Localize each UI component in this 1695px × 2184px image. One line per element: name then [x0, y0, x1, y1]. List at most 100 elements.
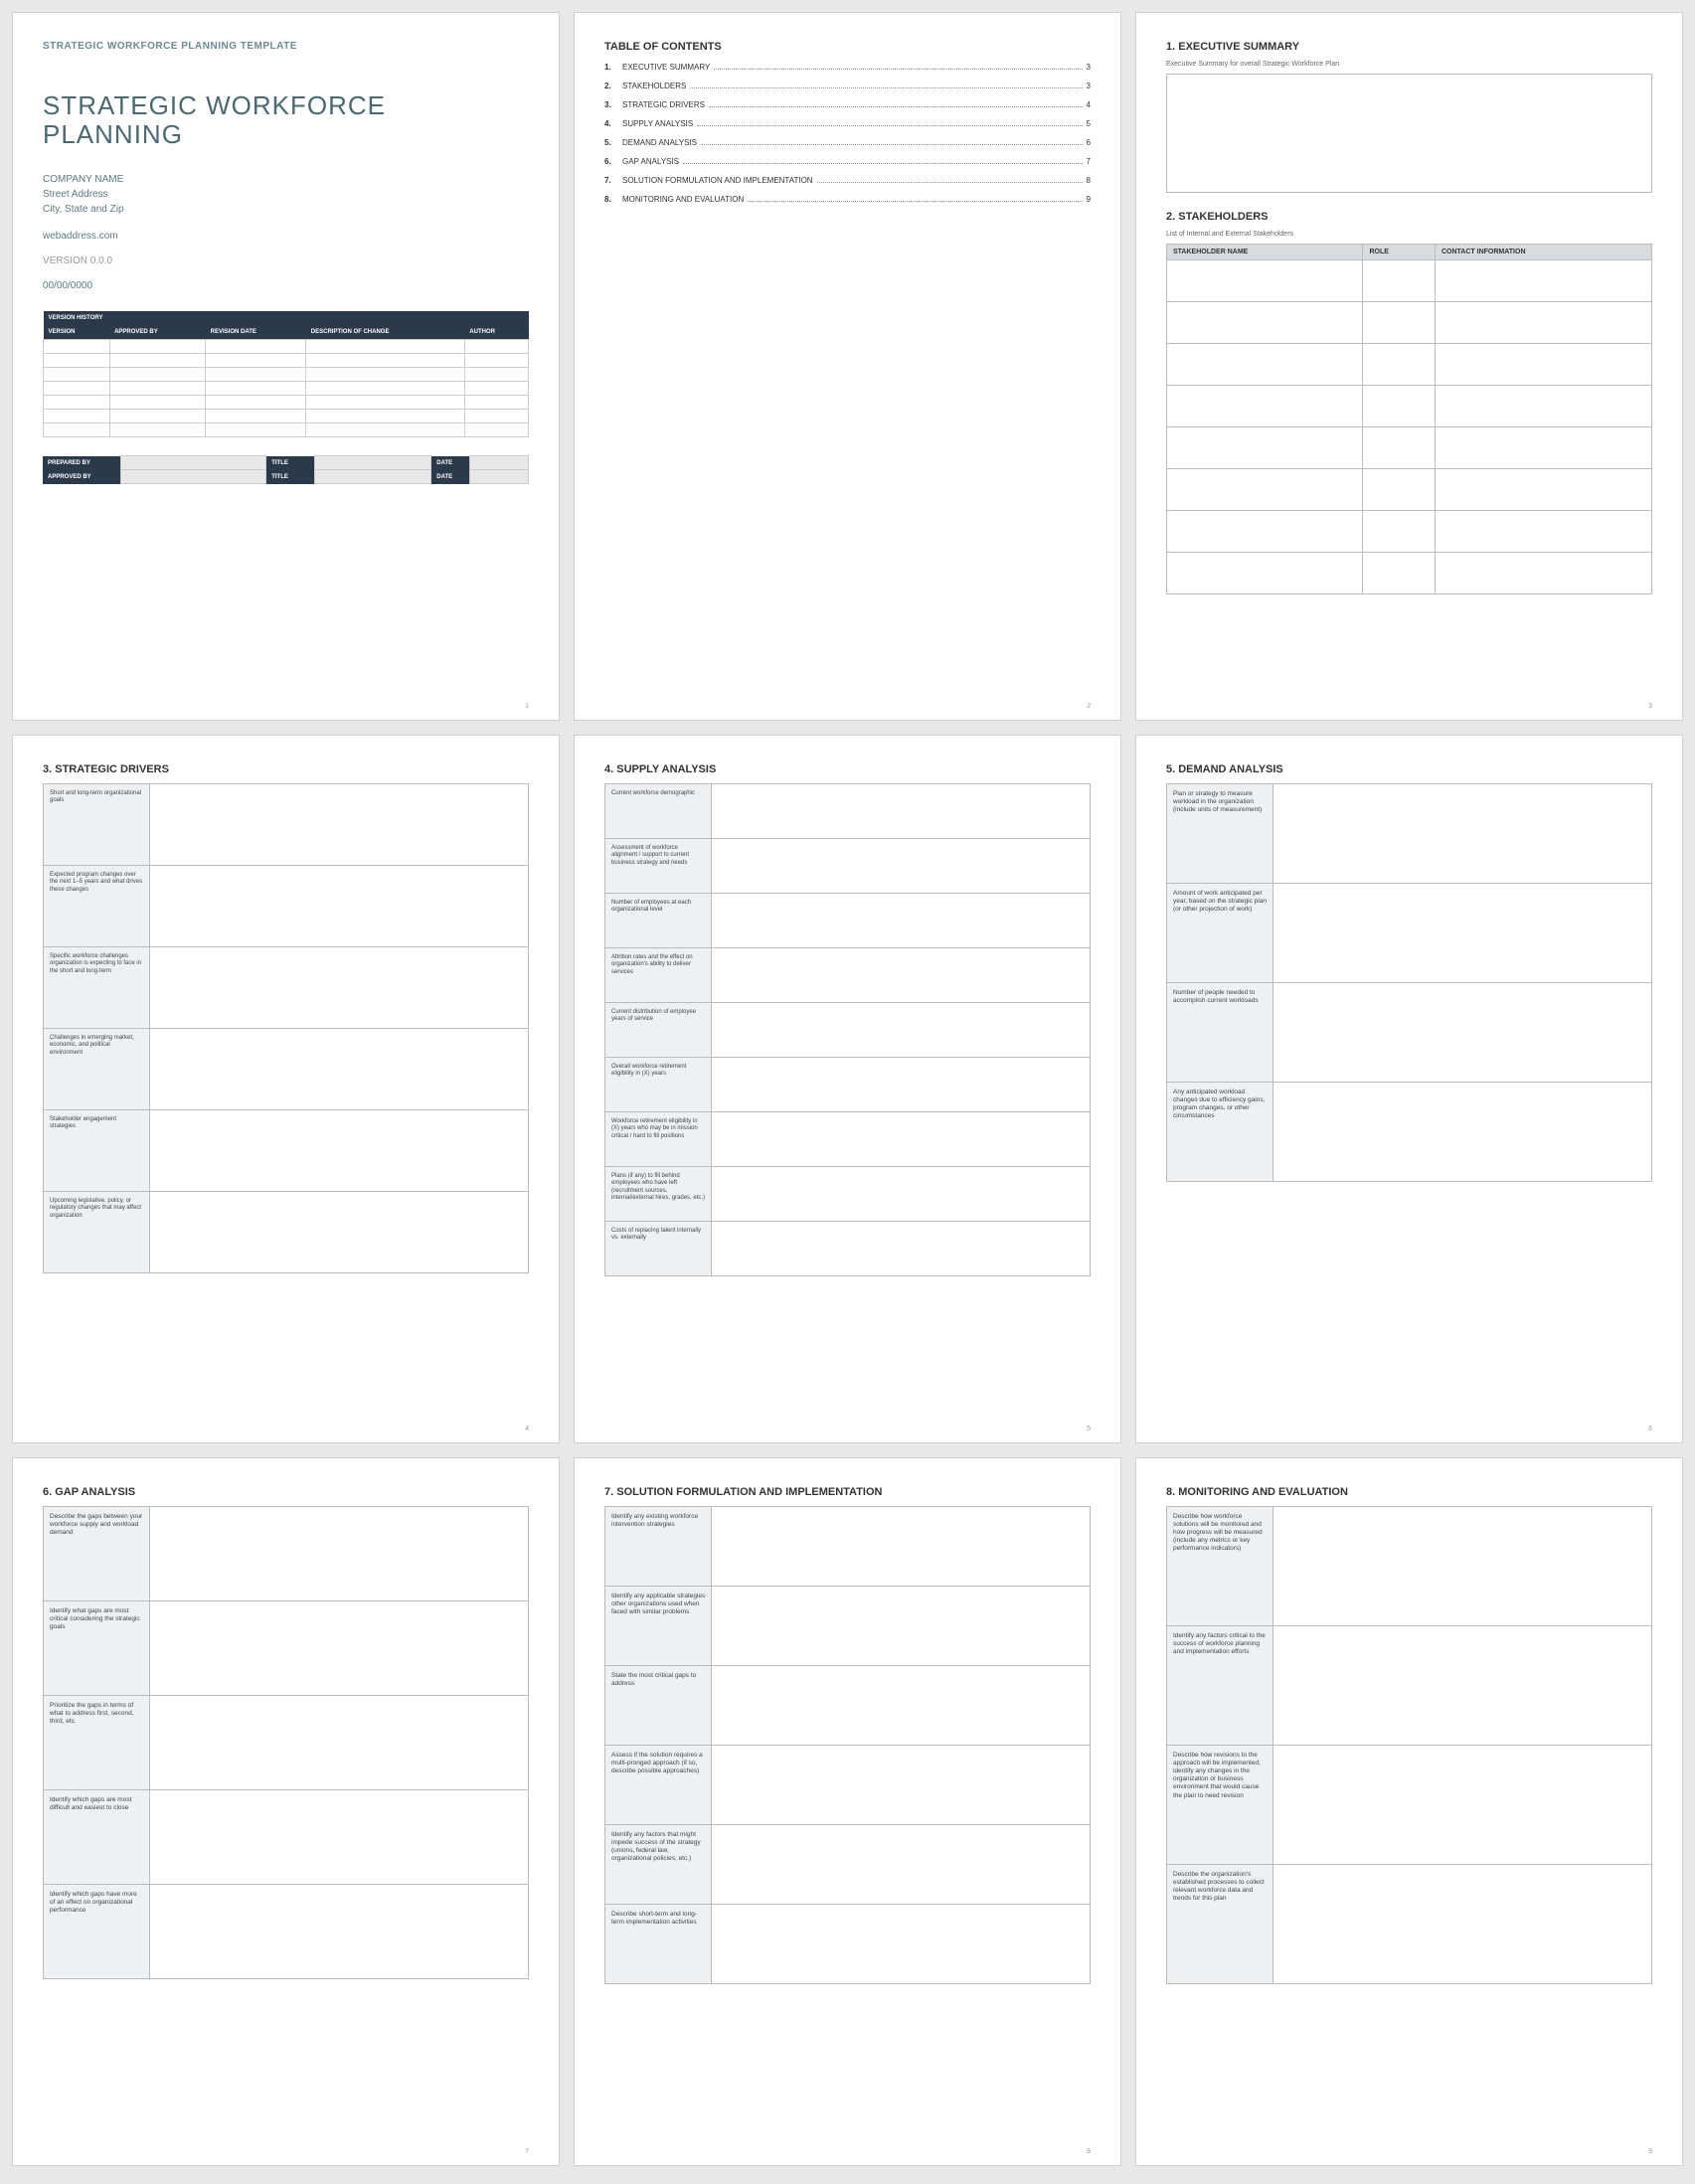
row-value [150, 1506, 529, 1600]
page-9: 8. MONITORING AND EVALUATION Describe ho… [1135, 1457, 1683, 2166]
stakeholders-sub: List of Internal and External Stakeholde… [1166, 231, 1652, 238]
row-value [712, 1506, 1091, 1586]
page-7: 6. GAP ANALYSIS Describe the gaps betwee… [12, 1457, 560, 2166]
page-number: 9 [1648, 2148, 1652, 2155]
row-label: Number of employees at each organization… [605, 893, 712, 947]
version-history-col: VERSION [44, 325, 110, 340]
table-cell [44, 340, 110, 354]
table-cell [1167, 344, 1363, 386]
row-label: Specific workforce challenges organizati… [44, 946, 150, 1028]
table-row: Describe the gaps between your workforce… [44, 1506, 529, 1600]
toc-item-label: GAP ANALYSIS [622, 157, 679, 166]
table-cell [109, 368, 206, 382]
table-cell [1363, 469, 1436, 511]
toc-item-label: EXECUTIVE SUMMARY [622, 63, 710, 72]
table-row: Plan or strategy to measure workload in … [1167, 783, 1652, 883]
row-label: Identify any existing workforce interven… [605, 1506, 712, 1586]
row-value [1273, 883, 1652, 982]
row-value [1273, 1864, 1652, 1983]
row-value [712, 1166, 1091, 1221]
table-cell [1436, 427, 1652, 469]
table-row: Assess if the solution requires a multi-… [605, 1745, 1091, 1824]
table-cell [206, 423, 306, 437]
table-row [44, 368, 529, 382]
table-row [1167, 469, 1652, 511]
version-label: VERSION 0.0.0 [43, 255, 529, 266]
table-row: Overall workforce retirement eligibility… [605, 1057, 1091, 1111]
row-label: Workforce retirement eligibility in (X) … [605, 1111, 712, 1166]
table-cell [306, 423, 465, 437]
table-cell [206, 410, 306, 423]
row-value [712, 947, 1091, 1002]
table-cell [1436, 302, 1652, 344]
row-label: Plans (if any) to fill behind employees … [605, 1166, 712, 1221]
table-row [44, 410, 529, 423]
table-row: Number of employees at each organization… [605, 893, 1091, 947]
row-label: Current distribution of employee years o… [605, 1002, 712, 1057]
table-row [1167, 511, 1652, 553]
gap-analysis-title: 6. GAP ANALYSIS [43, 1486, 529, 1498]
table-row [44, 340, 529, 354]
toc-dots [714, 69, 1082, 70]
solution-table: Identify any existing workforce interven… [604, 1506, 1091, 1984]
version-history-header-row: VERSIONAPPROVED BYREVISION DATEDESCRIPTI… [44, 325, 529, 340]
table-cell [1167, 386, 1363, 427]
row-value [712, 1824, 1091, 1904]
toc-item-label: SOLUTION FORMULATION AND IMPLEMENTATION [622, 176, 813, 185]
table-cell [44, 410, 110, 423]
page-4: 3. STRATEGIC DRIVERS Short and long-term… [12, 735, 560, 1443]
row-label: Stakeholder engagement strategies [44, 1109, 150, 1191]
table-row [44, 423, 529, 437]
version-history-col: AUTHOR [464, 325, 528, 340]
table-cell [44, 368, 110, 382]
row-value [150, 1109, 529, 1191]
table-row: Plans (if any) to fill behind employees … [605, 1166, 1091, 1221]
page-number: 6 [1648, 1426, 1652, 1432]
row-label: Prioritize the gaps in terms of what to … [44, 1695, 150, 1789]
approved-by-label: APPROVED BY [43, 470, 120, 484]
table-row: Describe short-term and long-term implem… [605, 1904, 1091, 1983]
toc-item-label: STAKEHOLDERS [622, 82, 686, 90]
table-cell [1363, 344, 1436, 386]
table-row [1167, 427, 1652, 469]
table-cell [1363, 260, 1436, 302]
row-label: Describe the gaps between your workforce… [44, 1506, 150, 1600]
signoff-table: PREPARED BY TITLE DATE APPROVED BY TITLE… [43, 455, 529, 484]
table-cell [1436, 553, 1652, 594]
toc-dots [690, 87, 1082, 88]
table-row [44, 396, 529, 410]
row-value [150, 783, 529, 865]
title-label-1: TITLE [266, 456, 315, 470]
row-value [1273, 1082, 1652, 1181]
toc-item: 5.DEMAND ANALYSIS6 [604, 138, 1091, 147]
toc-item-number: 6. [604, 157, 622, 166]
table-row: Workforce retirement eligibility in (X) … [605, 1111, 1091, 1166]
table-cell [306, 396, 465, 410]
page-3: 1. EXECUTIVE SUMMARY Executive Summary f… [1135, 12, 1683, 721]
document-title: STRATEGIC WORKFORCE PLANNING [43, 91, 529, 148]
table-row [1167, 260, 1652, 302]
table-row: Prioritize the gaps in terms of what to … [44, 1695, 529, 1789]
table-cell [1363, 511, 1436, 553]
row-value [712, 1665, 1091, 1745]
row-value [712, 1221, 1091, 1275]
toc-item-number: 3. [604, 100, 622, 109]
table-cell [1436, 260, 1652, 302]
row-label: Attrition rates and the effect on organi… [605, 947, 712, 1002]
version-history-table: VERSION HISTORY VERSIONAPPROVED BYREVISI… [43, 311, 529, 437]
table-cell [1363, 386, 1436, 427]
table-cell [1436, 386, 1652, 427]
street-address: Street Address [43, 187, 529, 202]
table-row: Amount of work anticipated per year, bas… [1167, 883, 1652, 982]
row-value [1273, 1745, 1652, 1864]
date-cell-1 [470, 456, 529, 470]
table-cell [464, 354, 528, 368]
toc-item-label: MONITORING AND EVALUATION [622, 195, 744, 204]
row-value [712, 1057, 1091, 1111]
executive-summary-title: 1. EXECUTIVE SUMMARY [1166, 41, 1652, 53]
table-row: Any anticipated workload changes due to … [1167, 1082, 1652, 1181]
toc-item-page: 6 [1087, 138, 1091, 147]
table-cell [109, 382, 206, 396]
table-row: Short and long-term organizational goals [44, 783, 529, 865]
table-row: Assessment of workforce alignment / supp… [605, 838, 1091, 893]
